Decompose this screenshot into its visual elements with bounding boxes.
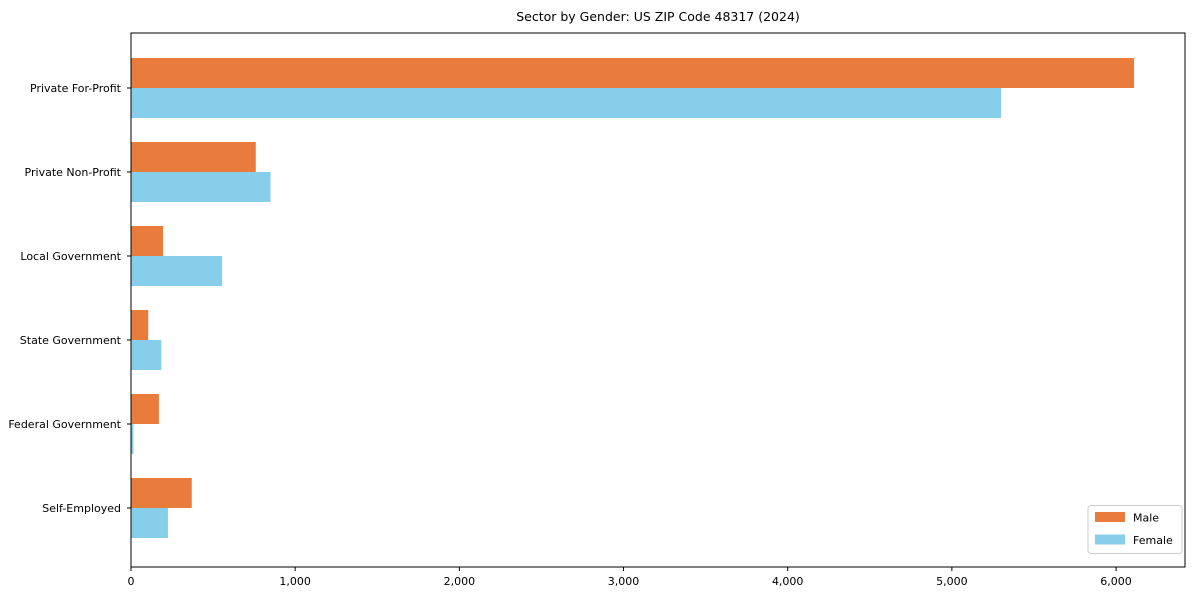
legend: Male Female	[1087, 505, 1183, 554]
y-tick-label: Local Government	[20, 250, 121, 263]
bar-male-3	[131, 310, 149, 340]
bar-male-2	[131, 226, 164, 256]
x-tick-label: 2,000	[444, 575, 476, 588]
bar-female-5	[131, 508, 168, 538]
x-tick-label: 6,000	[1100, 575, 1132, 588]
x-tick-label: 3,000	[608, 575, 640, 588]
y-tick-label: Private For-Profit	[30, 82, 122, 95]
bar-female-0	[131, 88, 1002, 118]
y-tick-label: State Government	[20, 334, 122, 347]
bar-male-5	[131, 478, 192, 508]
legend-label-female: Female	[1133, 534, 1173, 547]
bars-group	[131, 58, 1135, 538]
x-tick-label: 0	[128, 575, 135, 588]
x-axis: 0 1,000 2,000 3,000 4,000 5,000 6,000	[128, 567, 1132, 588]
y-tick-label: Private Non-Profit	[25, 166, 122, 179]
legend-swatch-male	[1095, 512, 1125, 522]
bar-female-4	[131, 424, 134, 454]
bar-male-0	[131, 58, 1135, 88]
x-tick-label: 5,000	[936, 575, 968, 588]
legend-label-male: Male	[1133, 512, 1159, 525]
x-tick-label: 4,000	[772, 575, 804, 588]
y-tick-label: Federal Government	[8, 418, 121, 431]
bar-female-2	[131, 256, 223, 286]
plot-area-frame	[130, 32, 1186, 568]
bar-female-1	[131, 172, 271, 202]
legend-swatch-female	[1095, 534, 1125, 545]
x-tick-label: 1,000	[279, 575, 311, 588]
y-tick-label: Self-Employed	[42, 502, 121, 515]
bar-male-4	[131, 394, 159, 424]
y-axis: Private For-Profit Private Non-Profit Loca…	[8, 82, 131, 515]
chart-title: Sector by Gender: US ZIP Code 48317 (202…	[516, 9, 800, 24]
bar-male-1	[131, 142, 256, 172]
bar-female-3	[131, 340, 162, 370]
